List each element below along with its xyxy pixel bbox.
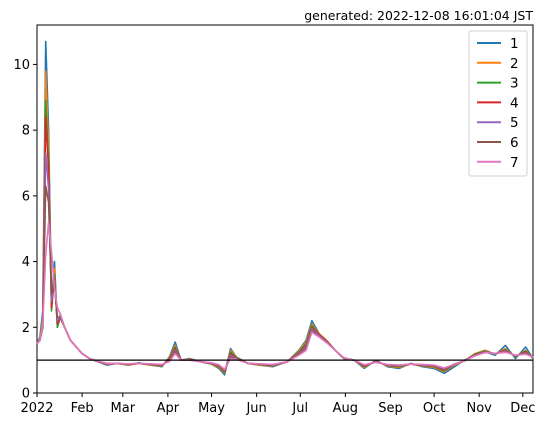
- x-tick-label: Mar: [111, 401, 136, 416]
- x-tick-label: Dec: [510, 401, 535, 416]
- series-line-4: [36, 116, 534, 373]
- x-tick-label: Oct: [423, 401, 445, 416]
- legend-label: 5: [510, 115, 519, 131]
- y-tick-label: 10: [13, 58, 30, 73]
- x-tick-label: 2022: [20, 401, 53, 416]
- y-tick-label: 2: [22, 321, 30, 336]
- x-tick-label: Feb: [71, 401, 94, 416]
- legend-box: [468, 30, 528, 177]
- x-tick-label: Jun: [245, 401, 266, 416]
- x-tick-label: Nov: [466, 401, 492, 416]
- legend: 1 2 3 4 5 6 7: [468, 30, 528, 177]
- y-tick-label: 4: [22, 255, 30, 270]
- y-tick-label: 8: [22, 124, 30, 139]
- generated-timestamp: generated: 2022-12-08 16:01:04 JST: [304, 8, 533, 23]
- x-tick-label: Sep: [378, 401, 403, 416]
- legend-label: 4: [510, 95, 519, 111]
- legend-label: 2: [510, 56, 519, 72]
- x-axis: 2022 Feb Mar Apr May Jun Jul Aug Sep Oct Nov Dec: [20, 393, 535, 416]
- legend-label: 7: [510, 155, 519, 171]
- x-tick-label: Aug: [333, 401, 358, 416]
- series-lines: [36, 40, 534, 376]
- plot-area: 0 2 4 6 8 10 2022 Feb Mar Apr May Jun Jul Aug Sep Oct N…: [13, 24, 535, 416]
- series-line-1: [36, 40, 534, 376]
- x-tick-label: Jul: [291, 401, 308, 416]
- axes-frame: [36, 24, 534, 394]
- legend-label: 1: [510, 36, 519, 52]
- series-line-2: [36, 70, 534, 375]
- legend-label: 6: [510, 135, 519, 151]
- series-line-5: [36, 152, 534, 372]
- y-tick-label: 6: [22, 189, 30, 204]
- series-line-3: [36, 99, 534, 374]
- y-axis: 0 2 4 6 8 10: [13, 58, 37, 402]
- y-tick-label: 0: [22, 387, 30, 402]
- x-tick-label: Apr: [157, 401, 180, 416]
- series-line-7: [36, 221, 534, 371]
- x-tick-label: May: [198, 401, 225, 416]
- legend-label: 3: [510, 76, 519, 92]
- series-line-6: [36, 185, 534, 371]
